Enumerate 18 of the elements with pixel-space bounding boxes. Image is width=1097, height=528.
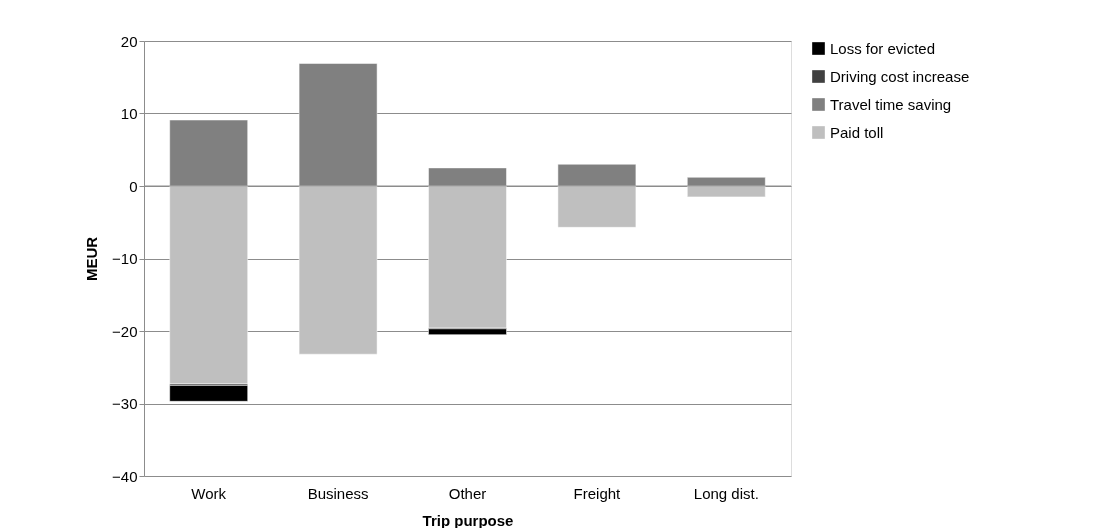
- legend-label: Driving cost increase: [830, 67, 970, 85]
- y-tick-label: 10: [120, 105, 138, 122]
- y-axis-title: MEUR: [83, 236, 101, 282]
- x-axis-title: Trip purpose: [422, 511, 514, 528]
- legend-label: Travel time saving: [830, 95, 952, 113]
- x-tick-label: Long dist.: [693, 484, 759, 502]
- y-tick-label: −10: [112, 250, 138, 267]
- x-tick-label: Other: [448, 484, 487, 502]
- x-tick-label: Business: [307, 484, 369, 502]
- legend-label: Loss for evicted: [830, 39, 936, 57]
- legend-label: Paid toll: [830, 123, 884, 141]
- y-tick-label: 20: [120, 32, 138, 50]
- y-tick-label: −20: [112, 322, 138, 340]
- y-tick-label: 0: [129, 177, 138, 195]
- x-tick-label: Freight: [573, 484, 622, 502]
- y-tick-label: −40: [112, 467, 138, 485]
- y-tick-label: −30: [112, 395, 138, 412]
- x-tick-label: Work: [191, 484, 227, 502]
